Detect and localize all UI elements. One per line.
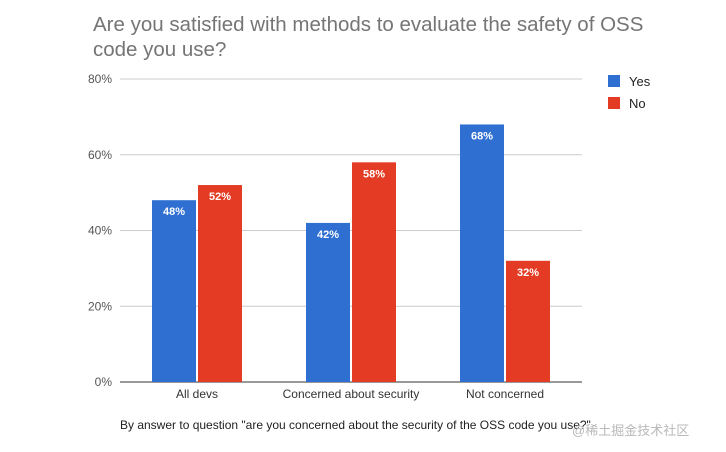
watermark: @稀土掘金技术社区: [572, 423, 690, 438]
x-tick-label: Concerned about security: [283, 387, 420, 401]
data-label: 58%: [363, 168, 385, 180]
chart-legend: Yes No: [608, 70, 650, 114]
chart-caption: By answer to question "are you concerned…: [120, 418, 591, 432]
legend-label-yes: Yes: [629, 73, 651, 89]
legend-swatch-no: [608, 97, 620, 109]
data-label: 48%: [163, 206, 185, 218]
data-label: 42%: [317, 229, 339, 241]
bar-no: [198, 185, 242, 382]
bar-no: [352, 162, 396, 382]
data-label: 32%: [517, 267, 539, 279]
data-label: 68%: [471, 130, 493, 142]
legend-item-yes: Yes: [608, 70, 650, 92]
legend-swatch-yes: [608, 75, 620, 87]
data-label: 52%: [209, 191, 231, 203]
legend-label-no: No: [629, 95, 646, 111]
bar-no: [506, 260, 550, 382]
y-tick-label: 0%: [95, 375, 113, 389]
y-tick-label: 20%: [88, 299, 112, 313]
bar-yes: [306, 222, 350, 382]
y-tick-label: 40%: [88, 224, 112, 238]
y-tick-label: 80%: [88, 72, 112, 86]
x-tick-label: All devs: [176, 387, 218, 401]
y-tick-label: 60%: [88, 148, 112, 162]
x-tick-label: Not concerned: [466, 387, 544, 401]
bar-yes: [152, 200, 196, 382]
legend-item-no: No: [608, 92, 650, 114]
chart-title: Are you satisfied with methods to evalua…: [93, 13, 644, 61]
bar-yes: [460, 124, 504, 382]
